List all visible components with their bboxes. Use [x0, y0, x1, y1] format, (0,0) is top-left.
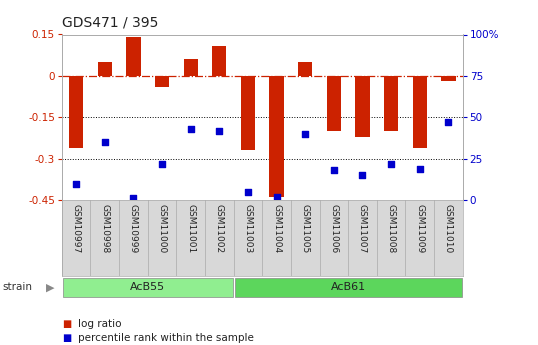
Text: GSM11002: GSM11002 [215, 204, 224, 253]
Bar [241, 76, 255, 150]
Point [387, 161, 395, 166]
Text: AcB61: AcB61 [330, 282, 366, 292]
Text: AcB55: AcB55 [130, 282, 165, 292]
Text: GSM11004: GSM11004 [272, 204, 281, 253]
Text: strain: strain [3, 282, 33, 292]
Point [101, 139, 109, 145]
Text: GSM10998: GSM10998 [100, 204, 109, 253]
Point [72, 181, 81, 186]
Point [129, 196, 138, 201]
Text: GSM10997: GSM10997 [72, 204, 81, 253]
Point [301, 131, 309, 137]
Point [272, 194, 281, 199]
Bar [270, 76, 284, 197]
Text: percentile rank within the sample: percentile rank within the sample [78, 333, 254, 343]
Bar [98, 62, 112, 76]
Text: GSM11001: GSM11001 [186, 204, 195, 253]
Point [415, 166, 424, 171]
Bar [441, 76, 456, 81]
Text: ■: ■ [62, 319, 71, 329]
Bar [355, 76, 370, 137]
Point [186, 126, 195, 132]
Point [444, 119, 452, 125]
Text: GSM11003: GSM11003 [244, 204, 252, 253]
FancyBboxPatch shape [235, 278, 462, 297]
FancyBboxPatch shape [63, 278, 233, 297]
Point [330, 168, 338, 173]
Text: GSM11007: GSM11007 [358, 204, 367, 253]
Text: ■: ■ [62, 333, 71, 343]
Text: GDS471 / 395: GDS471 / 395 [62, 16, 158, 29]
Text: log ratio: log ratio [78, 319, 122, 329]
Text: GSM11009: GSM11009 [415, 204, 424, 253]
Point [158, 161, 166, 166]
Text: GSM11000: GSM11000 [158, 204, 167, 253]
Bar [155, 76, 169, 87]
Bar [413, 76, 427, 148]
Text: ▶: ▶ [46, 282, 54, 292]
Text: GSM11006: GSM11006 [329, 204, 338, 253]
Bar [212, 46, 226, 76]
Bar [327, 76, 341, 131]
Bar [183, 59, 198, 76]
Point [358, 172, 367, 178]
Text: GSM11010: GSM11010 [444, 204, 453, 253]
Point [215, 128, 224, 133]
Point [244, 189, 252, 195]
Bar [384, 76, 398, 131]
Bar [298, 62, 313, 76]
Text: GSM10999: GSM10999 [129, 204, 138, 253]
Bar [126, 37, 140, 76]
Text: GSM11008: GSM11008 [387, 204, 395, 253]
Bar [69, 76, 83, 148]
Text: GSM11005: GSM11005 [301, 204, 310, 253]
